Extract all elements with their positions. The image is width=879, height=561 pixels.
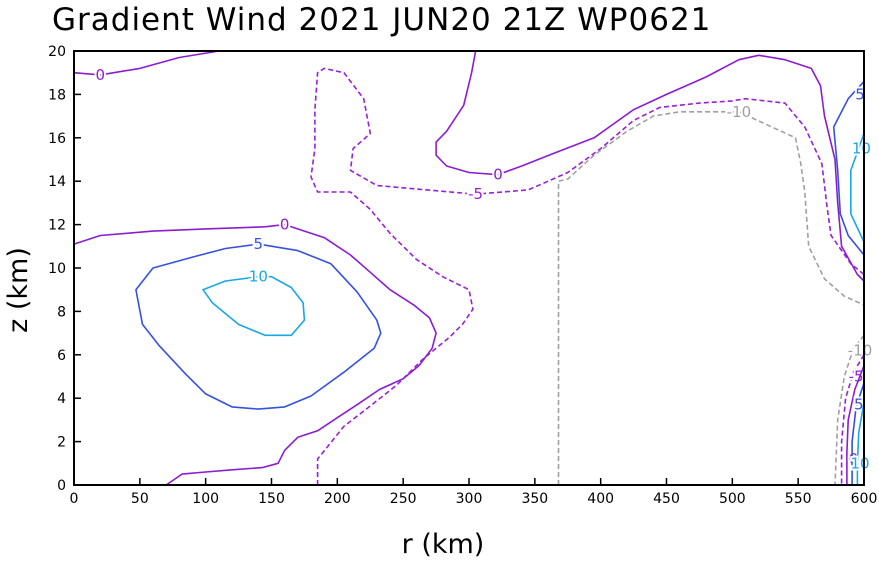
x-axis-label: r (km) bbox=[402, 529, 485, 560]
y-tick-label-8: 16 bbox=[48, 131, 66, 147]
y-tick-label-9: 18 bbox=[48, 87, 66, 103]
y-tick-label-1: 2 bbox=[57, 435, 66, 451]
contour-line-2 bbox=[73, 223, 437, 486]
contour-line-0 bbox=[73, 50, 219, 76]
y-tick-label-5: 10 bbox=[48, 261, 66, 277]
y-tick-label-2: 4 bbox=[57, 391, 66, 407]
x-tick-label-0: 0 bbox=[70, 491, 79, 507]
contour-line-1 bbox=[435, 50, 865, 282]
contour-label-9: -10 bbox=[848, 341, 873, 359]
contour-line-5 bbox=[310, 67, 865, 485]
contour-label-13: 10 bbox=[851, 454, 870, 472]
x-tick-label-6: 300 bbox=[456, 491, 483, 507]
contour-label-10: -5 bbox=[849, 368, 864, 386]
x-tick-label-10: 500 bbox=[719, 491, 746, 507]
y-tick-label-6: 12 bbox=[48, 218, 66, 234]
y-tick-label-3: 6 bbox=[57, 348, 66, 364]
x-tick-label-5: 250 bbox=[390, 491, 417, 507]
contour-label-5: -5 bbox=[468, 185, 483, 203]
x-tick-label-11: 550 bbox=[785, 491, 812, 507]
axis-ticks: 0 50 100 150 200 250 300 350 400 450 500 550 6000246… bbox=[48, 44, 877, 507]
contour-line-12 bbox=[851, 382, 865, 485]
y-tick-label-0: 0 bbox=[57, 478, 66, 494]
contour-label-1: 0 bbox=[493, 166, 503, 184]
chart-title: Gradient Wind 2021 JUN20 21Z WP0621 bbox=[52, 2, 711, 38]
y-tick-label-7: 14 bbox=[48, 174, 66, 190]
contour-label-4: 10 bbox=[249, 268, 268, 286]
y-axis-label: z (km) bbox=[3, 247, 34, 333]
contour-label-6: -10 bbox=[727, 103, 752, 121]
contour-label-8: 10 bbox=[852, 140, 871, 158]
contour-line-4 bbox=[202, 275, 306, 337]
contour-label-2: 0 bbox=[280, 216, 290, 234]
x-tick-label-7: 350 bbox=[521, 491, 548, 507]
x-tick-label-3: 150 bbox=[258, 491, 285, 507]
contour-line-9 bbox=[834, 334, 865, 486]
y-tick-label-4: 8 bbox=[57, 304, 66, 320]
contour-line-10 bbox=[840, 354, 865, 485]
x-tick-label-1: 50 bbox=[131, 491, 149, 507]
contour-line-3 bbox=[135, 243, 382, 410]
contour-label-0: 0 bbox=[96, 66, 106, 84]
x-tick-label-8: 400 bbox=[587, 491, 614, 507]
contour-line-13 bbox=[856, 402, 865, 485]
contour-line-6 bbox=[557, 111, 865, 485]
contour-line-7 bbox=[832, 80, 865, 256]
contour-line-8 bbox=[849, 133, 865, 243]
x-tick-label-2: 100 bbox=[192, 491, 219, 507]
x-tick-label-4: 200 bbox=[324, 491, 351, 507]
contour-line-11 bbox=[846, 365, 865, 485]
contour-label-3: 5 bbox=[254, 235, 264, 253]
y-tick-label-10: 20 bbox=[48, 44, 66, 60]
x-tick-label-9: 450 bbox=[653, 491, 680, 507]
plot-area bbox=[73, 50, 865, 486]
x-tick-label-12: 600 bbox=[851, 491, 878, 507]
